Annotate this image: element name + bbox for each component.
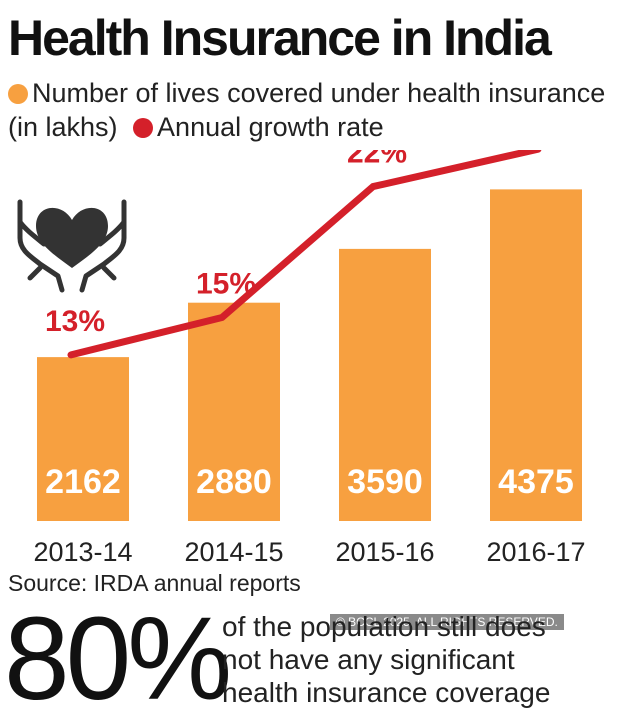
bar-value-label: 4375 (498, 463, 574, 501)
legend: Number of lives covered under health ins… (8, 76, 608, 144)
legend-growth-swatch (133, 118, 154, 138)
x-tick-label: 2016-17 (486, 537, 585, 567)
x-tick-label: 2014-15 (184, 537, 283, 567)
x-tick-label: 2013-14 (33, 537, 132, 567)
heart-in-hands-icon (17, 199, 127, 293)
legend-growth-label: Annual growth rate (157, 112, 384, 142)
bar-2015-16 (339, 248, 431, 521)
bar-2013-14 (37, 357, 129, 521)
bar-2014-15 (188, 302, 280, 521)
bar-value-label: 2162 (45, 463, 121, 501)
big-stat-value: 80% (4, 593, 232, 725)
x-tick-label: 2015-16 (335, 537, 434, 567)
legend-lives-swatch (8, 84, 28, 104)
copyright-badge: © BCCL 2025. ALL RIGHTS RESERVED. (330, 614, 564, 630)
legend-lives-label: Number of lives covered under health ins… (8, 78, 606, 142)
bar-value-label: 2880 (196, 463, 272, 501)
chart-title: Health Insurance in India (8, 10, 552, 66)
big-stat-text: of the population still does not have an… (222, 611, 551, 708)
growth-rate-label: 22% (347, 150, 407, 170)
growth-rate-label: 15% (196, 268, 256, 301)
bar-2016-17 (490, 189, 582, 521)
growth-rate-line (67, 150, 542, 359)
bar-value-label: 3590 (347, 463, 423, 501)
bar-line-chart: 2162 2013-14 2880 2014-15 3590 2015-16 4375 201… (17, 150, 586, 567)
source-note: Source: IRDA annual reports (8, 570, 301, 596)
growth-rate-label: 13% (45, 305, 105, 338)
